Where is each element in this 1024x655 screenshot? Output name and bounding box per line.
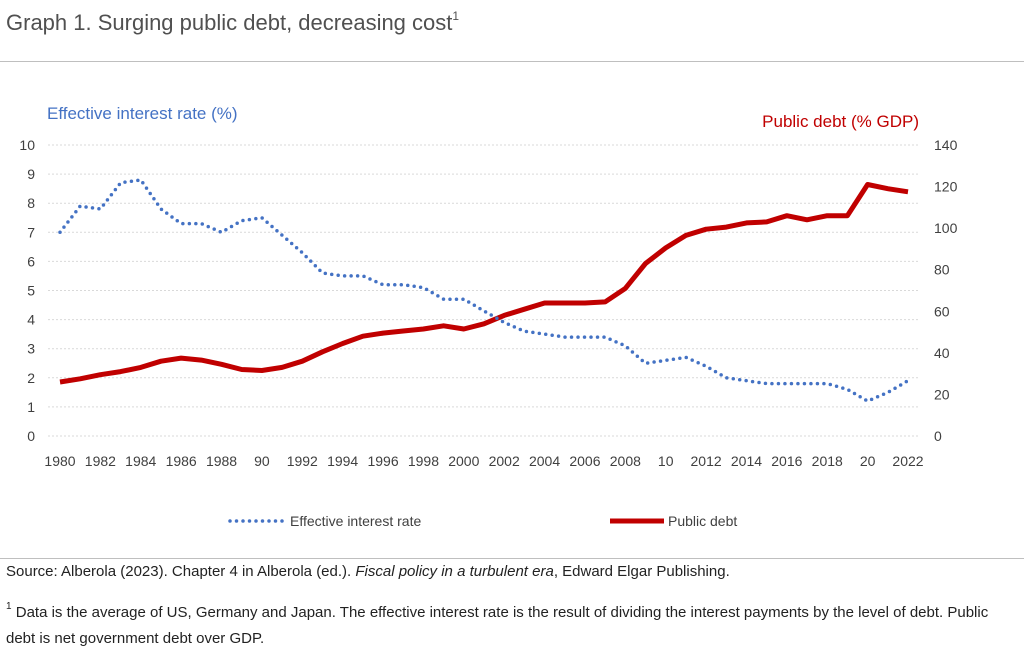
x-tick-label: 2000 (448, 453, 479, 469)
chart-title: Graph 1. Surging public debt, decreasing… (6, 8, 460, 35)
x-tick-label: 1984 (125, 453, 156, 469)
left-tick-label: 2 (27, 370, 35, 386)
chart-frame (0, 61, 1024, 559)
x-tick-label: 2002 (489, 453, 520, 469)
x-tick-label: 2016 (771, 453, 802, 469)
x-tick-label: 2006 (569, 453, 600, 469)
left-axis-title: Effective interest rate (%) (47, 104, 238, 123)
left-tick-label: 0 (27, 428, 35, 444)
right-axis-ticks: 0 20 40 60 80 100 120 140 (934, 137, 958, 444)
left-axis-ticks: 0 1 2 3 4 5 6 7 8 9 10 (19, 137, 35, 444)
right-tick-label: 0 (934, 428, 942, 444)
legend: Effective interest rate Public debt (228, 513, 737, 529)
source-note: Source: Alberola (2023). Chapter 4 in Al… (6, 563, 730, 580)
right-tick-label: 40 (934, 345, 950, 361)
x-tick-label: 1980 (44, 453, 75, 469)
right-tick-label: 60 (934, 303, 950, 319)
x-tick-label: 2012 (691, 453, 722, 469)
left-tick-label: 1 (27, 399, 35, 415)
left-tick-label: 5 (27, 283, 35, 299)
left-tick-label: 7 (27, 224, 35, 240)
footnote: 1 Data is the average of US, Germany and… (6, 601, 989, 647)
right-tick-label: 140 (934, 137, 958, 153)
grid-lines (48, 144, 920, 437)
legend-interest-label: Effective interest rate (290, 513, 421, 529)
x-tick-label: 20 (860, 453, 876, 469)
right-tick-label: 100 (934, 220, 958, 236)
x-tick-label: 1992 (287, 453, 318, 469)
chart-svg: 0 1 2 3 4 5 6 7 8 9 10 0 20 40 60 80 100 120 140 1980 1982… (19, 104, 958, 529)
right-tick-label: 80 (934, 262, 950, 278)
x-tick-label: 1998 (408, 453, 439, 469)
x-tick-label: 2008 (610, 453, 641, 469)
left-tick-label: 3 (27, 341, 35, 357)
left-tick-label: 8 (27, 195, 35, 211)
left-tick-label: 6 (27, 253, 35, 269)
left-tick-label: 9 (27, 166, 35, 182)
right-tick-label: 120 (934, 179, 958, 195)
public-debt-line (59, 182, 909, 385)
right-tick-label: 20 (934, 386, 950, 402)
x-tick-label: 2018 (812, 453, 843, 469)
x-tick-label: 1986 (166, 453, 197, 469)
left-tick-label: 10 (19, 137, 35, 153)
x-axis-ticks: 1980 1982 1984 1986 1988 90 1992 1994 1996 1998 20… (44, 453, 923, 469)
series-layer (58, 178, 910, 404)
interest-rate-line (58, 178, 910, 404)
x-tick-label: 1988 (206, 453, 237, 469)
left-tick-label: 4 (27, 312, 35, 328)
x-tick-label: 90 (254, 453, 270, 469)
x-tick-label: 10 (658, 453, 674, 469)
x-tick-label: 1982 (85, 453, 116, 469)
x-tick-label: 2022 (892, 453, 923, 469)
x-tick-label: 1996 (367, 453, 398, 469)
legend-debt-label: Public debt (668, 513, 737, 529)
x-tick-label: 2014 (731, 453, 762, 469)
right-axis-title: Public debt (% GDP) (762, 112, 919, 131)
x-tick-label: 2004 (529, 453, 560, 469)
x-tick-label: 1994 (327, 453, 358, 469)
